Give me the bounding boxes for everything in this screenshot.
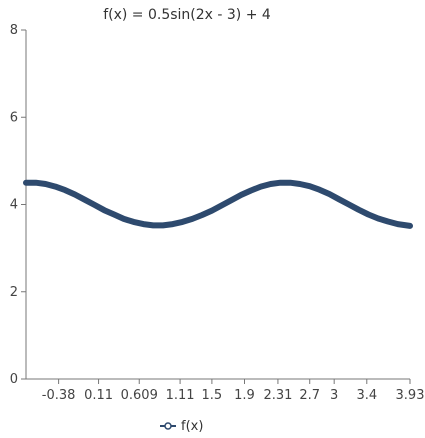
x-tick-label: 0.11 [84, 388, 113, 403]
y-tick-label: 8 [10, 23, 18, 38]
x-tick-label: 1.5 [202, 388, 223, 403]
x-tick-label: 1.9 [234, 388, 255, 403]
y-axis-ticks: 0 2 4 6 8 [10, 23, 26, 387]
x-tick-label: 0.609 [121, 388, 158, 403]
series-layer [23, 179, 413, 229]
legend[interactable]: f(x) [160, 419, 203, 434]
y-tick-label: 4 [10, 198, 18, 213]
chart-title: f(x) = 0.5sin(2x - 3) + 4 [103, 7, 271, 23]
series-line-fx[interactable] [23, 179, 413, 229]
x-tick-label: 3.93 [396, 388, 425, 403]
legend-label-fx: f(x) [181, 419, 203, 434]
x-tick-label: 3.4 [356, 388, 377, 403]
x-tick-label: 1.11 [166, 388, 195, 403]
x-axis-ticks: -0.38 0.11 0.609 1.11 1.5 1.9 2.31 2.7 3 3.4 3.93 [42, 379, 425, 403]
y-tick-label: 6 [10, 110, 18, 125]
x-tick-label: 2.7 [299, 388, 320, 403]
y-tick-label: 2 [10, 285, 18, 300]
x-tick-label: -0.38 [42, 388, 76, 403]
x-tick-label: 3 [330, 388, 338, 403]
legend-swatch-marker [164, 422, 172, 430]
y-tick-label: 0 [10, 372, 18, 387]
x-tick-label: 2.31 [263, 388, 292, 403]
